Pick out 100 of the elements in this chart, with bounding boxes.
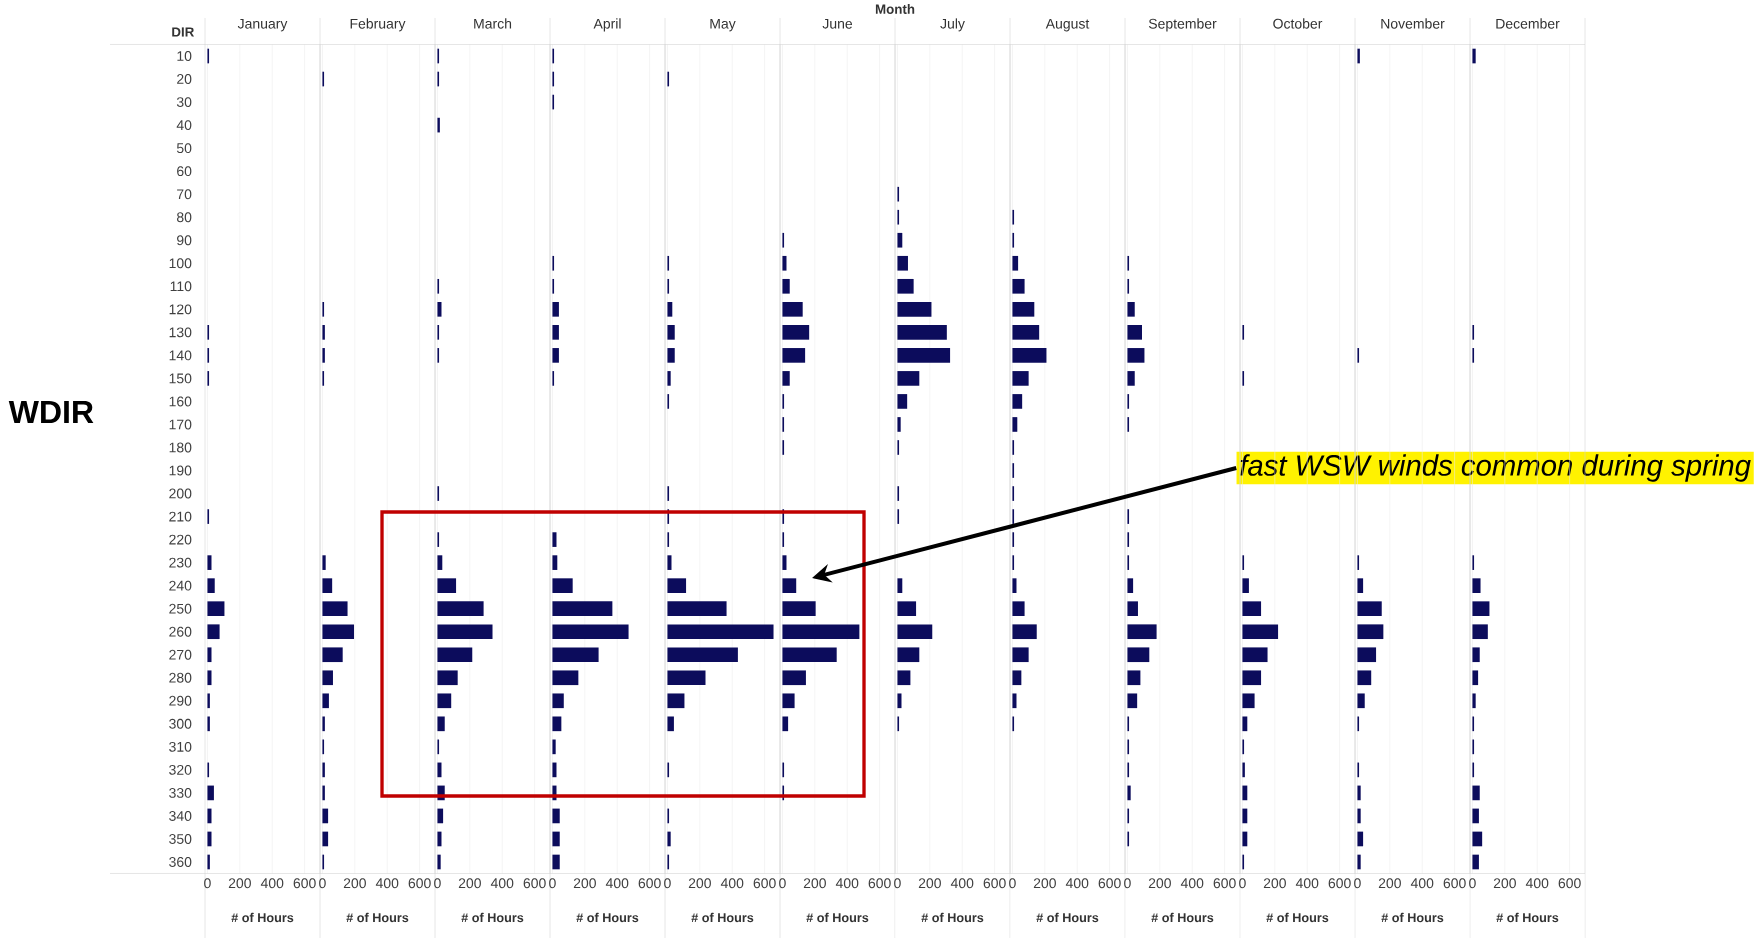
y-tick-label: 150 — [169, 373, 192, 384]
x-tick-label: 600 — [1213, 878, 1236, 889]
bar — [897, 255, 908, 271]
bar — [1472, 578, 1481, 593]
x-tick-label: 600 — [523, 878, 546, 889]
bar — [1012, 624, 1037, 640]
y-tick-label: 90 — [177, 235, 192, 246]
chart-title: April — [593, 18, 621, 32]
x-tick-label: 400 — [720, 878, 744, 889]
y-tick-label: 290 — [169, 695, 192, 706]
bar — [1242, 578, 1249, 593]
bar — [897, 232, 903, 248]
bar — [1357, 831, 1364, 847]
y-tick-label: 250 — [169, 603, 192, 614]
bar — [897, 578, 903, 593]
x-axis-title: # of Hours — [1266, 912, 1329, 923]
bar — [667, 325, 675, 340]
x-tick-label: 400 — [1525, 878, 1549, 889]
bar — [667, 693, 685, 709]
bar — [552, 578, 573, 593]
x-tick-label: 200 — [688, 878, 711, 889]
bar — [322, 716, 325, 732]
bar — [782, 555, 787, 570]
bar — [1472, 670, 1479, 686]
bar — [897, 417, 901, 432]
x-axis-title: # of Hours — [231, 912, 294, 923]
bar — [667, 624, 774, 640]
x-tick-label: 600 — [983, 878, 1006, 889]
bar — [1242, 785, 1248, 801]
bar — [897, 325, 947, 340]
x-axis-title: # of Hours — [461, 912, 524, 923]
text: DIR — [172, 27, 195, 37]
x-axis-title: # of Hours — [921, 912, 984, 923]
bar — [437, 117, 440, 133]
bar — [1242, 831, 1248, 847]
y-tick-label: 120 — [169, 304, 192, 315]
bar — [207, 670, 212, 686]
bar — [1357, 693, 1365, 709]
x-tick-label: 200 — [343, 878, 366, 889]
bar — [322, 693, 329, 709]
y-tick-label: 180 — [169, 442, 192, 453]
x-tick-label: 400 — [1180, 878, 1204, 889]
chart-title: June — [822, 18, 853, 29]
bar — [322, 348, 325, 363]
x-tick-label: 200 — [228, 878, 251, 889]
bar — [1012, 647, 1029, 663]
y-tick-label: 10 — [177, 51, 192, 61]
bar — [322, 601, 348, 617]
bar — [1127, 647, 1150, 663]
y-tick-label: 50 — [176, 143, 192, 154]
chart-title: March — [474, 18, 512, 29]
bar — [1472, 647, 1480, 663]
x-tick-label: 400 — [1065, 878, 1089, 889]
x-tick-label: 400 — [260, 878, 284, 889]
chart-title: November — [1381, 18, 1445, 29]
bar — [322, 670, 333, 686]
x-tick-label: 600 — [1443, 878, 1466, 889]
y-tick-label: 140 — [169, 350, 192, 361]
bar — [782, 716, 789, 732]
bar — [1127, 371, 1135, 386]
x-axis-title: # of Hours — [1381, 912, 1444, 923]
x-tick-label: 200 — [458, 878, 481, 889]
bar — [1012, 670, 1022, 686]
y-tick-label: 340 — [169, 810, 192, 821]
bar — [667, 716, 674, 732]
bar — [1127, 578, 1134, 593]
bar — [552, 716, 562, 732]
bar — [437, 693, 452, 709]
bar — [1357, 647, 1377, 663]
bar — [322, 555, 326, 570]
bar — [1012, 394, 1023, 409]
x-tick-label: 0 — [894, 878, 901, 889]
x-tick-label: 400 — [490, 878, 514, 889]
x-axis-title: # of Hours — [806, 912, 869, 923]
bar — [322, 785, 325, 801]
bar — [782, 647, 837, 663]
bar — [322, 325, 325, 340]
bar — [897, 670, 911, 686]
bar — [552, 808, 560, 824]
bar — [1012, 371, 1029, 386]
bar — [207, 578, 215, 593]
bar — [1472, 624, 1488, 640]
y-tick-label: 230 — [169, 557, 192, 568]
bar — [1127, 601, 1138, 617]
bar — [552, 854, 560, 870]
bar — [897, 601, 917, 617]
bar — [897, 624, 933, 640]
bar — [1472, 693, 1476, 709]
bar — [1472, 48, 1476, 64]
bar — [782, 624, 860, 640]
bar — [437, 647, 473, 663]
annotation: fast WSW winds common during spring — [1240, 454, 1751, 482]
text: Month — [875, 4, 915, 14]
bar — [1127, 624, 1157, 640]
y-tick-label: 360 — [169, 857, 192, 867]
bar — [897, 647, 920, 663]
bar — [1357, 785, 1361, 801]
x-tick-label: 0 — [319, 878, 326, 889]
bar — [897, 371, 920, 386]
bar — [207, 555, 212, 570]
